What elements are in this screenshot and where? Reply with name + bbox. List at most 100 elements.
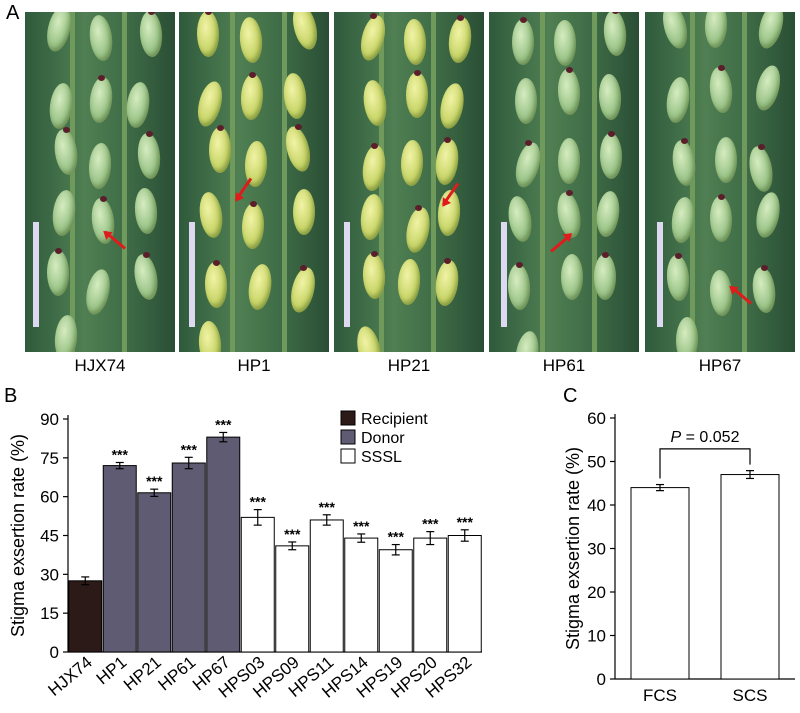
stigma-tip [205, 12, 213, 15]
rice-grain [130, 252, 161, 302]
rice-grain [437, 81, 468, 132]
bar [413, 537, 448, 653]
p-value-number: = 0.052 [681, 429, 739, 446]
stigma-tip [565, 189, 573, 196]
significance-label: *** [112, 446, 129, 462]
rice-grain [746, 144, 777, 194]
p-value-label: P = 0.052 [671, 429, 740, 446]
legend-swatch [340, 448, 356, 464]
rice-grain [203, 261, 228, 308]
rice-grain [46, 250, 70, 297]
panel-letter-c: C [563, 385, 578, 407]
significance-label: *** [146, 473, 163, 489]
legend-swatch [340, 410, 356, 426]
rice-grain [289, 12, 322, 52]
stigma-tip [612, 12, 620, 14]
stigma-tip [248, 72, 256, 79]
rice-grain [602, 12, 629, 57]
rice-grain [750, 265, 779, 315]
y-tick-label: 15 [40, 604, 59, 623]
rice-grain [51, 127, 81, 177]
rice-grain [512, 18, 535, 65]
bar [68, 580, 103, 653]
panicle-stalk [230, 12, 235, 352]
panel-letter-a: A [6, 2, 20, 24]
stigma-tip [98, 74, 106, 81]
rice-grain [402, 18, 427, 66]
stigma-tip [515, 261, 523, 268]
rice-grain [194, 79, 227, 130]
stigma-tip [369, 12, 377, 19]
x-tick-label: HP61 [155, 653, 200, 695]
significance-label: *** [215, 416, 232, 432]
rice-grain [237, 16, 264, 64]
stigma-tip [414, 69, 422, 76]
rice-grain [597, 73, 622, 121]
significance-label: *** [353, 518, 370, 534]
stigma-tip [457, 14, 465, 21]
rice-grain [754, 12, 788, 52]
stigma-tip [680, 137, 688, 144]
y-tick-label: 40 [587, 496, 606, 515]
stigma-tip [525, 140, 533, 147]
y-tick-label: 30 [587, 540, 606, 559]
y-axis-title: Stigma exsertion rate (%) [563, 447, 583, 650]
stigma-tip [414, 205, 422, 212]
stigma-tip [761, 264, 769, 271]
stigma-tip [216, 124, 224, 131]
rice-grain [560, 254, 583, 301]
bar [344, 537, 379, 653]
rice-grain [292, 189, 315, 236]
rice-grain [87, 75, 115, 124]
rice-grain [433, 259, 461, 308]
y-tick-label: 10 [587, 627, 606, 646]
panicle-stalk [70, 12, 75, 352]
stigma-tip [148, 12, 156, 15]
rice-grain [241, 202, 265, 250]
bar [309, 519, 344, 653]
panicle-stalk [742, 12, 747, 352]
stigma-tip [444, 137, 452, 144]
significance-label: *** [181, 441, 198, 457]
scale-bar [501, 222, 507, 327]
bar [720, 474, 780, 680]
stigma-tip [444, 258, 452, 265]
stigma-tip [758, 143, 766, 150]
stigma-tip [294, 124, 302, 131]
y-tick-label: 30 [40, 565, 59, 584]
scale-bar [344, 222, 350, 327]
stigma-tip [146, 130, 154, 137]
rice-grain [708, 195, 733, 243]
photo-label: HP61 [542, 356, 586, 375]
scale-bar [657, 222, 663, 327]
rice-grain [506, 263, 531, 311]
red-arrow-icon [234, 177, 253, 201]
rice-grain [82, 266, 114, 317]
rice-grain [361, 78, 390, 128]
significance-label: *** [388, 529, 405, 545]
rice-grain [715, 136, 738, 183]
rice-grain [136, 132, 163, 180]
legend-label: SSSL [361, 449, 402, 466]
rice-grain [402, 205, 433, 255]
x-tick-label: FCS [643, 686, 677, 705]
p-value-symbol: P [671, 429, 682, 446]
rice-grain [665, 254, 691, 302]
y-tick-label: 90 [40, 410, 59, 429]
significance-label: *** [422, 516, 439, 532]
rice-grain [753, 189, 784, 240]
stigma-tip [371, 250, 379, 257]
panicle-stalk [540, 12, 545, 352]
x-tick-label: SCS [733, 686, 768, 705]
rice-grain [599, 132, 623, 179]
rice-grain [594, 189, 622, 238]
panicle-stalk [592, 12, 597, 352]
y-axis-title: Stigma exsertion rate (%) [8, 434, 28, 637]
stigma-tip [370, 142, 378, 149]
rice-grain [704, 12, 728, 49]
y-tick-label: 60 [40, 488, 59, 507]
stigma-tip [717, 193, 725, 200]
rice-grain [87, 13, 116, 63]
significance-label: *** [250, 494, 267, 510]
